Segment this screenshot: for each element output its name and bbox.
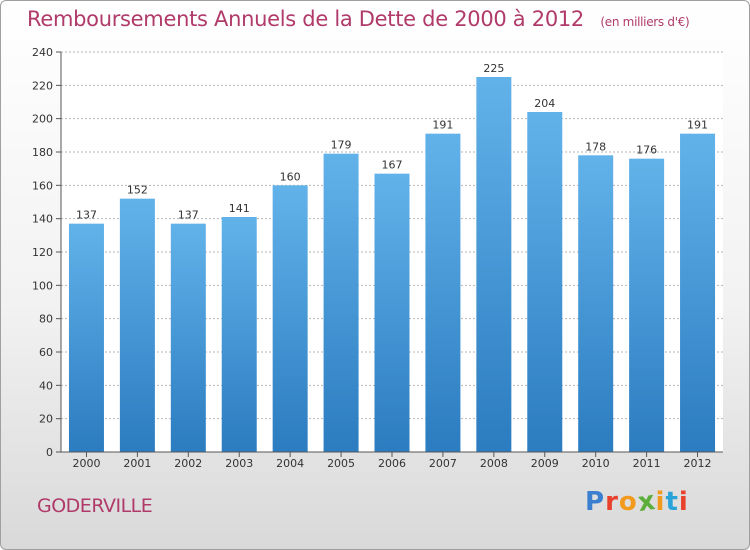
x-tick-label: 2000 — [72, 457, 100, 470]
x-tick-label: 2004 — [276, 457, 304, 470]
y-tick-label: 20 — [39, 413, 53, 426]
bar — [272, 185, 308, 453]
x-tick-label: 2008 — [480, 457, 508, 470]
y-tick-label: 100 — [32, 279, 53, 292]
chart-unit: (en milliers d'€) — [600, 15, 690, 29]
x-tick-label: 2011 — [633, 457, 661, 470]
bar — [68, 223, 104, 452]
data-label: 141 — [229, 202, 250, 215]
data-label: 191 — [432, 119, 453, 132]
bar — [374, 173, 410, 452]
bar — [221, 217, 257, 452]
y-tick-label: 140 — [32, 213, 53, 226]
axes: 0 20 40 60 80 100 120 140 160 180 200 220 240 2000 200… — [32, 46, 723, 470]
bar — [119, 198, 155, 452]
data-label: 137 — [76, 209, 97, 222]
x-tick-label: 2010 — [582, 457, 610, 470]
data-label: 178 — [585, 140, 606, 153]
bar — [476, 77, 512, 452]
data-labels: 137 152 137 141 160 179 167 191 225 204 178 176 191 — [76, 62, 708, 222]
x-tick-label: 2006 — [378, 457, 406, 470]
bar — [578, 155, 614, 453]
bars — [68, 77, 716, 453]
location-name: GODERVILLE — [37, 495, 153, 517]
x-tick-label: 2007 — [429, 457, 457, 470]
x-tick-label: 2012 — [684, 457, 712, 470]
bar — [680, 133, 716, 452]
y-tick-label: 40 — [39, 379, 53, 392]
bar — [170, 223, 206, 452]
bar — [629, 158, 665, 452]
data-label: 179 — [331, 139, 352, 152]
y-tick-label: 220 — [32, 79, 53, 92]
y-tick-label: 120 — [32, 246, 53, 259]
y-tick-label: 80 — [39, 313, 53, 326]
proxiti-logo: Proxiti — [585, 485, 689, 519]
y-tick-label: 60 — [39, 346, 53, 359]
x-tick-label: 2003 — [225, 457, 253, 470]
data-label: 204 — [534, 97, 555, 110]
bar — [527, 112, 563, 452]
bar — [323, 153, 359, 452]
bar — [425, 133, 461, 452]
chart-title: Remboursements Annuels de la Dette de 20… — [27, 7, 584, 31]
y-tick-label: 180 — [32, 146, 53, 159]
x-tick-label: 2005 — [327, 457, 355, 470]
y-tick-label: 240 — [32, 46, 53, 59]
data-label: 152 — [127, 184, 148, 197]
y-tick-label: 0 — [46, 446, 53, 459]
x-tick-label: 2001 — [123, 457, 151, 470]
data-label: 137 — [178, 209, 199, 222]
y-tick-label: 200 — [32, 113, 53, 126]
data-label: 225 — [483, 62, 504, 75]
data-label: 167 — [382, 159, 403, 172]
data-label: 191 — [687, 119, 708, 132]
data-label: 176 — [636, 144, 657, 157]
x-tick-label: 2009 — [531, 457, 559, 470]
x-tick-label: 2002 — [174, 457, 202, 470]
y-tick-label: 160 — [32, 179, 53, 192]
chart-title-block: Remboursements Annuels de la Dette de 20… — [27, 7, 690, 31]
data-label: 160 — [280, 170, 301, 183]
